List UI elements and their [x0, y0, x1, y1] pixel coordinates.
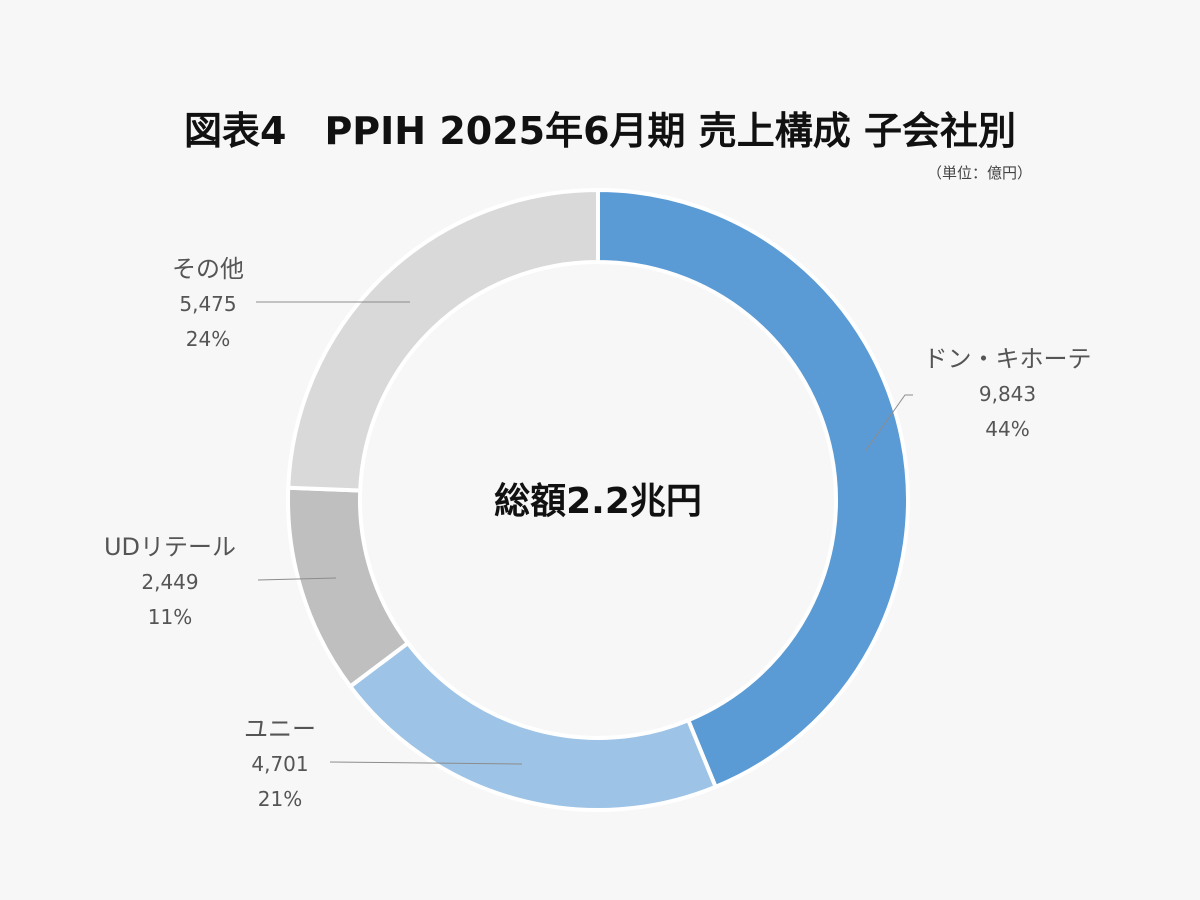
label-value: 2,449 — [141, 570, 199, 594]
label-percent: 24% — [185, 327, 231, 351]
chart-title: 図表4 PPIH 2025年6月期 売上構成 子会社別 — [184, 109, 1016, 153]
leader-line — [257, 577, 337, 581]
unit-label: （単位：億円） — [926, 164, 1032, 182]
data-label-udretail: UDリテール 2,449 11% — [85, 530, 255, 635]
leader-line — [329, 761, 523, 765]
label-value: 5,475 — [179, 292, 237, 316]
data-label-uny: ユニー 4,701 21% — [230, 712, 330, 817]
label-percent: 44% — [985, 417, 1030, 441]
leader-lines — [256, 301, 913, 765]
label-value: 9,843 — [978, 382, 1037, 406]
donut-slice — [286, 187, 600, 493]
donut-slice — [347, 640, 719, 812]
donut-slice — [286, 485, 411, 690]
label-name: ユニー — [244, 715, 316, 743]
data-label-other: その他 5,475 24% — [158, 252, 258, 357]
donut-slice — [596, 187, 910, 790]
label-name: UDリテール — [103, 533, 237, 561]
label-name: ドン・キホーテ — [923, 345, 1092, 373]
label-percent: 11% — [147, 605, 193, 629]
label-name: その他 — [172, 255, 244, 283]
donut-slices — [286, 187, 910, 812]
leader-line — [865, 394, 913, 451]
center-total-label: 総額2.2兆円 — [494, 481, 702, 522]
label-percent: 21% — [257, 787, 303, 811]
data-label-donki: ドン・キホーテ 9,843 44% — [905, 342, 1110, 447]
label-value: 4,701 — [251, 752, 309, 776]
